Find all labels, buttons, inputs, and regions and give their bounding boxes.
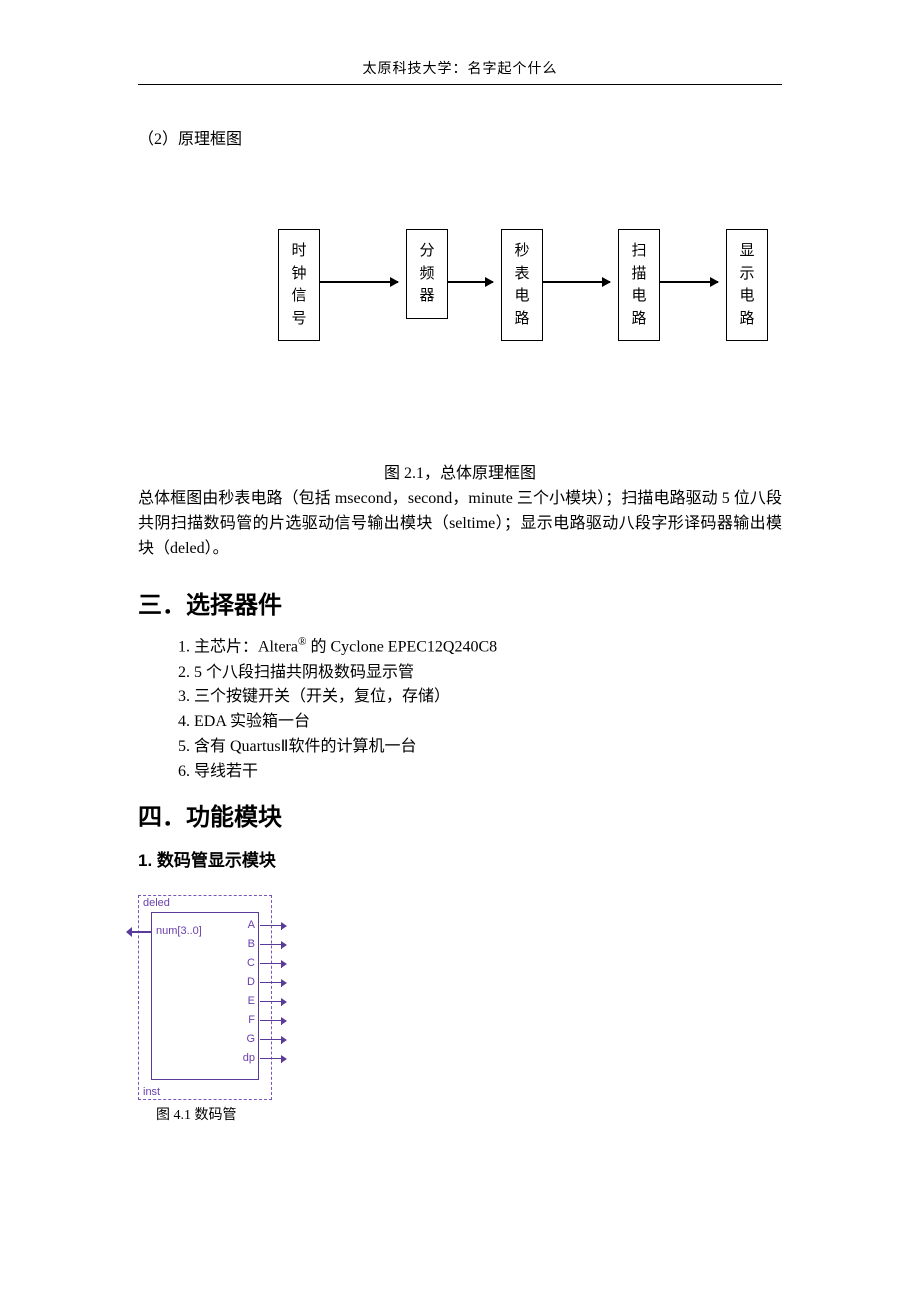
section-2-label: （2）原理框图 [138,125,782,149]
module-title: deled [143,897,170,909]
figure-2-1-caption: 图 2.1，总体原理框图 [138,459,782,483]
module-inst-label: inst [143,1086,160,1098]
body-paragraph: 总体框图由秒表电路（包括 msecond，second，minute 三个小模块… [138,487,782,561]
module-output-port: A [248,919,255,931]
port-wire [260,1058,282,1060]
flow-box: 秒表电路 [501,229,543,341]
principle-flowchart: 时钟信号 分频器 秒表电路 扫描电路 显示电路 [278,229,782,359]
port-arrow-icon [281,941,287,949]
port-wire [130,931,151,933]
subheading-4-1: 1. 数码管显示模块 [138,846,782,871]
port-wire [260,925,282,927]
list-item: 3. 三个按键开关（开关，复位，存储） [178,685,782,710]
port-arrow-icon [281,1055,287,1063]
figure-4-1-caption: 图 4.1 数码管 [138,1104,782,1124]
module-output-port: dp [243,1052,255,1064]
list-item: 5. 含有 QuartusⅡ软件的计算机一台 [178,735,782,760]
port-wire [260,1020,282,1022]
heading-4: 四．功能模块 [138,797,782,832]
port-arrow-icon [281,998,287,1006]
port-arrow-icon [281,922,287,930]
port-wire [260,982,282,984]
port-wire [260,1001,282,1003]
page-header: 太原科技大学：名字起个什么 [0,0,920,78]
heading-3: 三．选择器件 [138,585,782,620]
flow-box: 扫描电路 [618,229,660,341]
flow-arrow [660,281,718,283]
flow-box: 显示电路 [726,229,768,341]
flow-arrow [448,281,493,283]
port-arrow-icon [281,1017,287,1025]
list-item: 1. 主芯片：Altera® 的 Cyclone EPEC12Q240C8 [178,634,782,660]
flow-arrow [320,281,398,283]
module-output-port: B [248,938,255,950]
port-wire [260,963,282,965]
port-arrow-icon [281,979,287,987]
flow-arrow [543,281,610,283]
module-output-port: F [248,1014,255,1026]
port-arrow-icon [126,927,132,937]
page-content: （2）原理框图 时钟信号 分频器 秒表电路 扫描电路 显示电路 图 2.1，总体原理框图… [0,85,920,1124]
port-wire [260,944,282,946]
flow-box: 分频器 [406,229,448,319]
list-item: 6. 导线若干 [178,760,782,785]
list-item: 4. EDA 实验箱一台 [178,710,782,735]
module-input-port: num[3..0] [156,925,202,937]
module-output-port: G [246,1033,255,1045]
flow-box: 时钟信号 [278,229,320,341]
deled-module-diagram: deled inst num[3..0] ABCDEFGdp [138,895,273,1100]
module-output-port: C [247,957,255,969]
module-output-port: E [248,995,255,1007]
component-list: 1. 主芯片：Altera® 的 Cyclone EPEC12Q240C82. … [138,634,782,784]
port-wire [260,1039,282,1041]
list-item: 2. 5 个八段扫描共阴极数码显示管 [178,661,782,686]
port-arrow-icon [281,960,287,968]
module-output-port: D [247,976,255,988]
port-arrow-icon [281,1036,287,1044]
